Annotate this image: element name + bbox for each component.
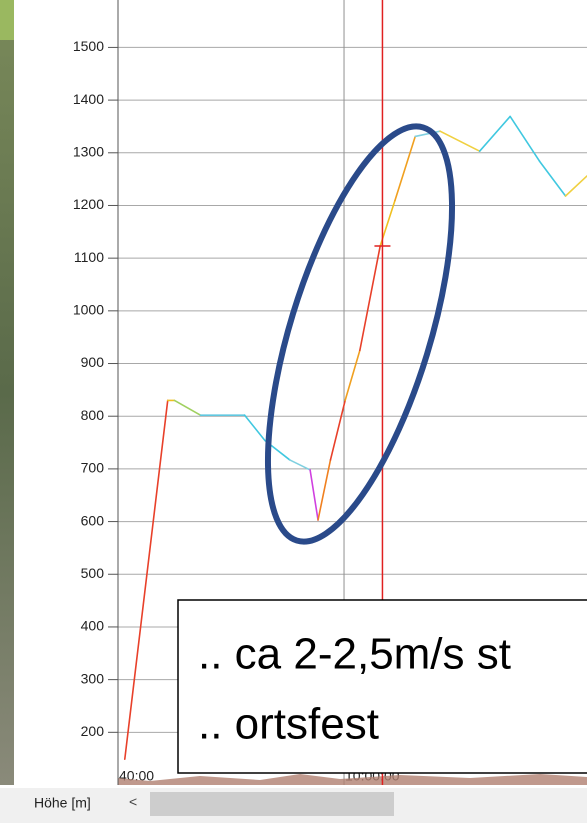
page: {"chart_data": {"type": "line", "y_axis_…	[0, 0, 587, 823]
y-axis-label: Höhe [m]	[34, 795, 91, 811]
chart: Höhe [m] < 200 300 400 500 600 700 800 900 1000 1…	[0, 0, 587, 823]
map-strip	[0, 0, 14, 785]
y-tick-label: 1100	[74, 249, 104, 265]
y-tick-label: 1400	[73, 91, 104, 107]
line-segment	[330, 400, 345, 460]
y-tick-label: 500	[81, 565, 105, 581]
line-segment	[345, 350, 360, 400]
line-segment	[175, 400, 201, 415]
y-tick-label: 1000	[73, 302, 104, 318]
y-tick-label: 1300	[73, 143, 104, 159]
y-tick-label: 600	[81, 512, 105, 528]
y-tick-label: 200	[81, 723, 105, 739]
line-segment	[310, 470, 318, 520]
y-tick-label: 400	[81, 618, 105, 634]
map-strip-top	[0, 0, 14, 40]
scrollbar-thumb[interactable]	[150, 792, 394, 816]
y-tick-label: 300	[81, 670, 105, 686]
line-segment	[566, 176, 587, 196]
annotation-text: .. ortsfest	[198, 700, 379, 749]
highlight-ellipse	[230, 107, 490, 561]
line-segment	[360, 246, 380, 350]
line-segment	[395, 136, 415, 200]
line-segment	[510, 116, 539, 161]
line-segment	[245, 415, 265, 440]
y-tick-label: 1200	[73, 196, 104, 212]
y-tick-label: 800	[81, 407, 105, 423]
scroll-left[interactable]: <	[129, 794, 137, 810]
annotation-text: .. ca 2-2,5m/s st	[198, 630, 511, 679]
y-tick-label: 900	[81, 354, 105, 370]
y-tick-label: 700	[81, 460, 105, 476]
line-segment	[480, 116, 511, 151]
line-segment	[540, 161, 566, 196]
y-tick-label: 1500	[73, 38, 104, 54]
line-segment	[125, 400, 168, 759]
